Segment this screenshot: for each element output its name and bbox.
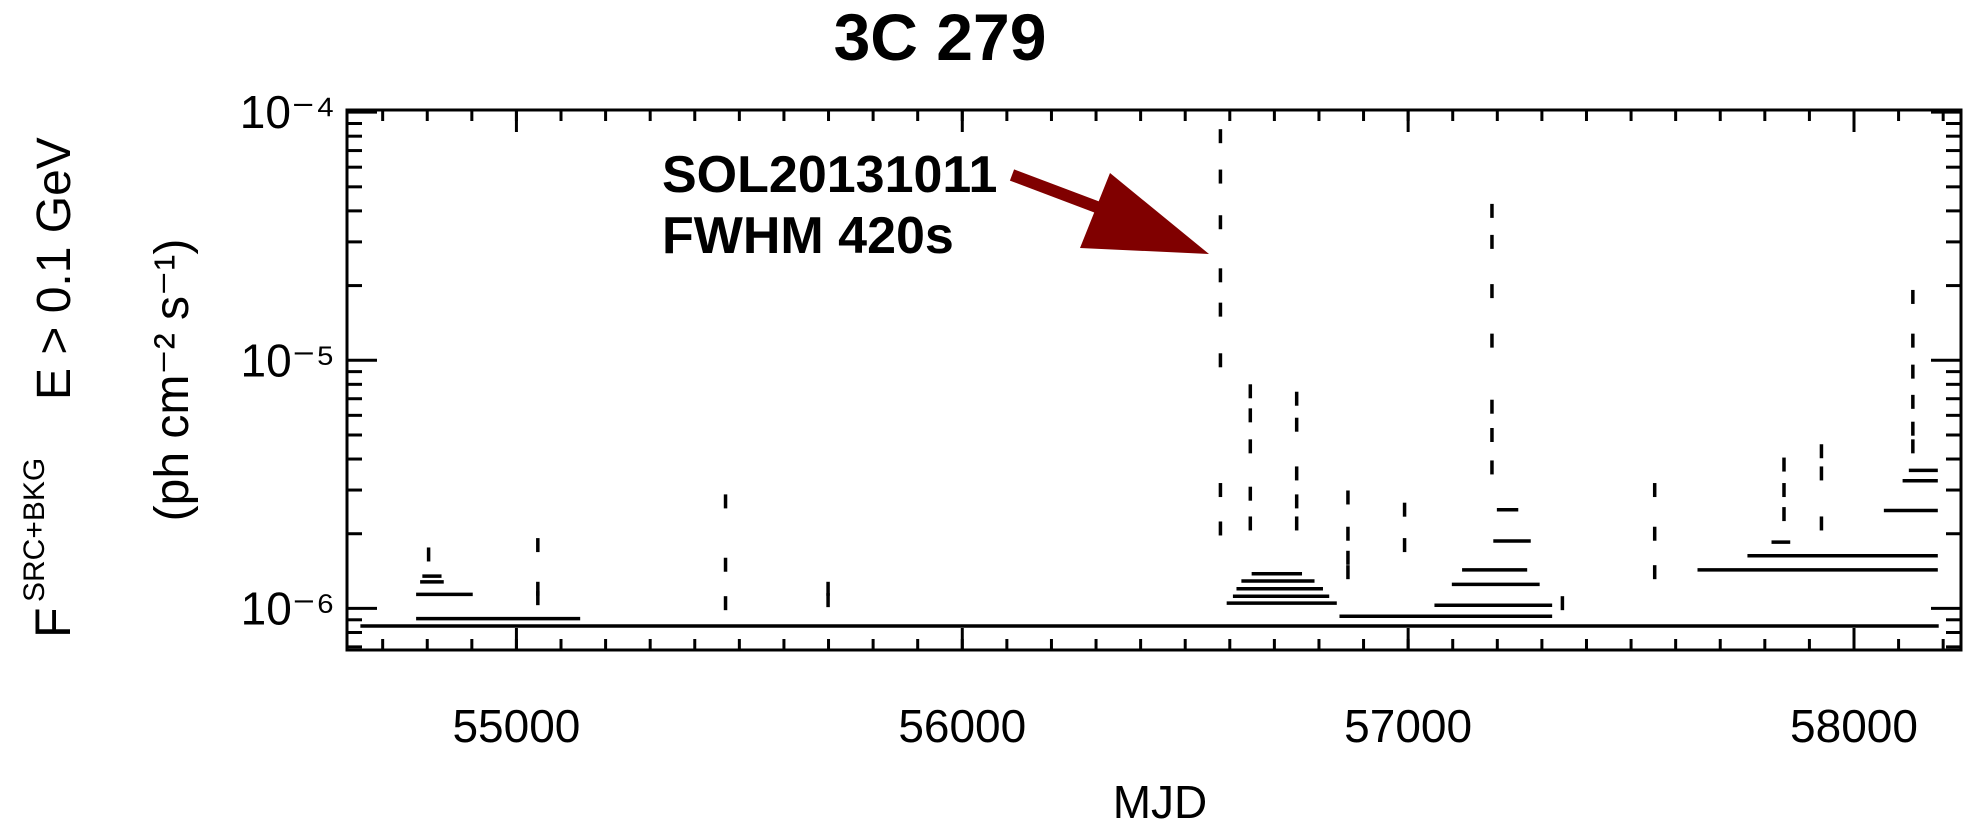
annotation-arrow bbox=[1009, 169, 1113, 218]
y-axis-label-group: F SRC+BKG E > 0.1 GeV bbox=[18, 137, 81, 638]
plot-frame bbox=[345, 108, 1963, 652]
y-units-group: (ph cm⁻² s⁻¹) bbox=[146, 239, 199, 522]
x-tick-label: 58000 bbox=[1790, 700, 1918, 752]
annotation: SOL20131011 FWHM 420s bbox=[662, 146, 1209, 265]
y-tick-label: 10⁻⁴ bbox=[240, 86, 335, 138]
y-axis-units: (ph cm⁻² s⁻¹) bbox=[146, 239, 199, 522]
annotation-text: FWHM 420s bbox=[662, 207, 954, 265]
x-tick-label: 57000 bbox=[1344, 700, 1472, 752]
y-label-symbol: F bbox=[25, 607, 81, 638]
x-tick-label: 56000 bbox=[898, 700, 1026, 752]
chart-title: 3C 279 bbox=[834, 0, 1047, 74]
x-axis-label: MJD bbox=[1113, 776, 1208, 824]
annotation-arrowhead bbox=[1080, 173, 1209, 254]
y-label-superscript: SRC+BKG bbox=[18, 458, 51, 602]
y-tick-label: 10⁻⁵ bbox=[240, 334, 335, 386]
y-axis-label: E > 0.1 GeV bbox=[28, 137, 81, 400]
x-tick-label: 55000 bbox=[452, 700, 580, 752]
annotation-text: SOL20131011 bbox=[662, 146, 997, 204]
y-tick-label: 10⁻⁶ bbox=[241, 582, 335, 634]
